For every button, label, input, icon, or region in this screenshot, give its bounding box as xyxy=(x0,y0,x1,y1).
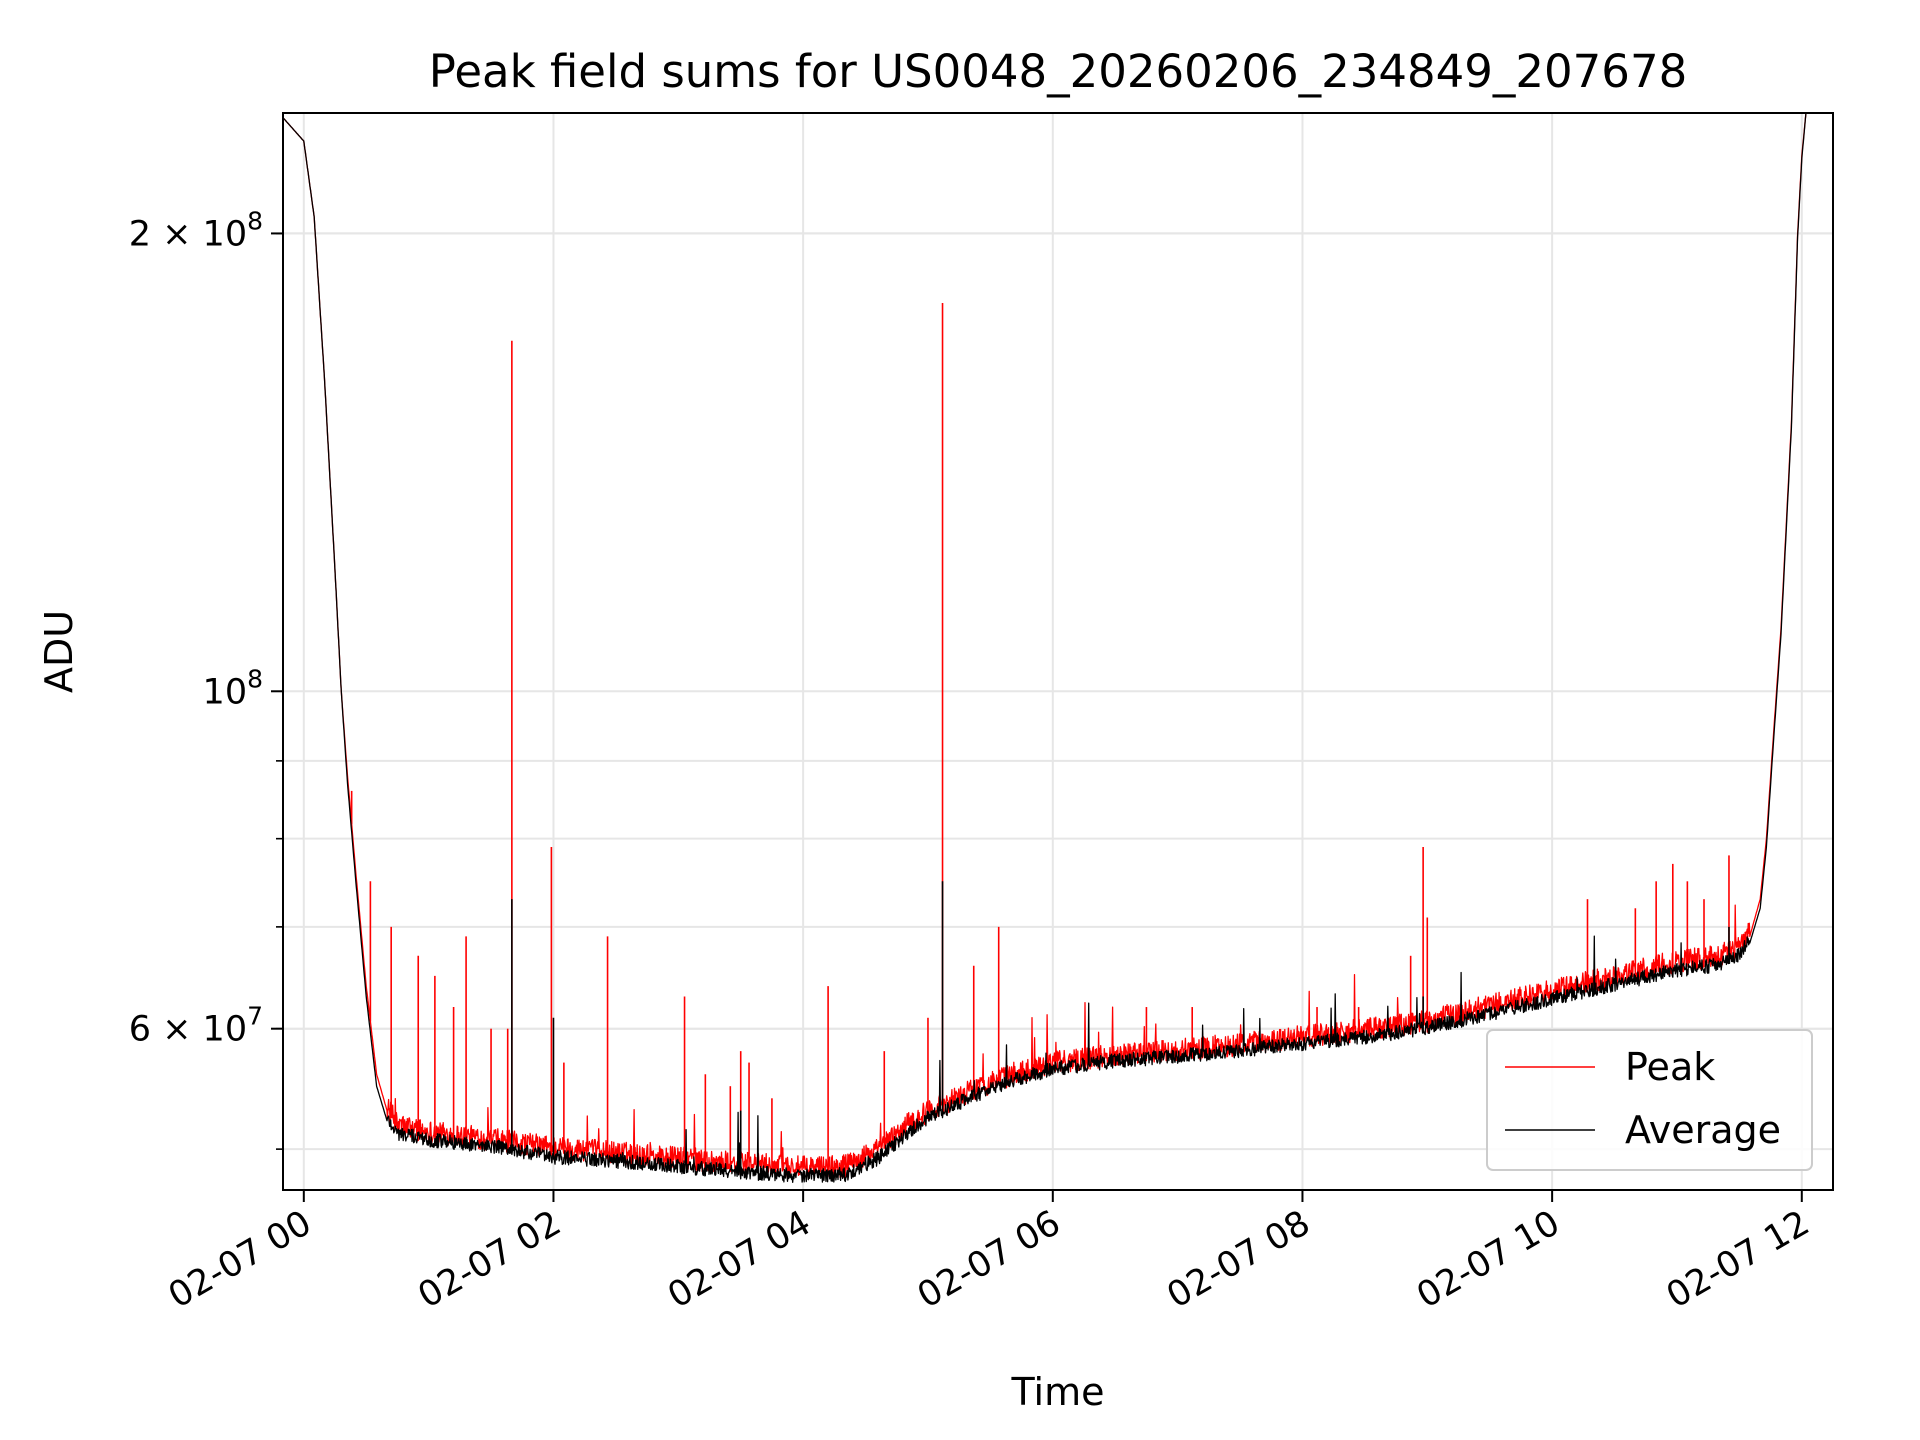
x-axis-label: Time xyxy=(1011,1370,1105,1414)
series-line-peak xyxy=(283,113,1807,1180)
x-tick-label: 02-07 12 xyxy=(1660,1203,1816,1316)
plot-frame xyxy=(282,112,1834,1191)
x-tick-label: 02-07 02 xyxy=(412,1203,568,1316)
legend-label-peak: Peak xyxy=(1625,1045,1715,1089)
x-tick-label: 02-07 00 xyxy=(162,1203,318,1316)
x-tick-label: 02-07 10 xyxy=(1410,1203,1566,1316)
legend-box xyxy=(1486,1029,1813,1171)
chart-title: Peak field sums for US0048_20260206_2348… xyxy=(429,45,1687,98)
series-average xyxy=(283,113,1807,1183)
legend-label-average: Average xyxy=(1625,1108,1781,1152)
series-layer xyxy=(283,113,1807,1183)
y-tick-label: 108 xyxy=(203,664,263,712)
y-tick-label: 2 × 108 xyxy=(129,206,263,254)
y-tick-label: 6 × 107 xyxy=(129,1002,263,1050)
grid xyxy=(283,113,1833,1190)
x-tick-label: 02-07 08 xyxy=(1161,1203,1317,1316)
series-peak xyxy=(283,113,1807,1180)
x-tick-label: 02-07 04 xyxy=(661,1203,817,1316)
y-axis-label: ADU xyxy=(37,610,81,693)
legend: Peak Average xyxy=(1486,1029,1813,1171)
series-line-average xyxy=(283,113,1807,1183)
x-tick-label: 02-07 06 xyxy=(911,1203,1067,1316)
